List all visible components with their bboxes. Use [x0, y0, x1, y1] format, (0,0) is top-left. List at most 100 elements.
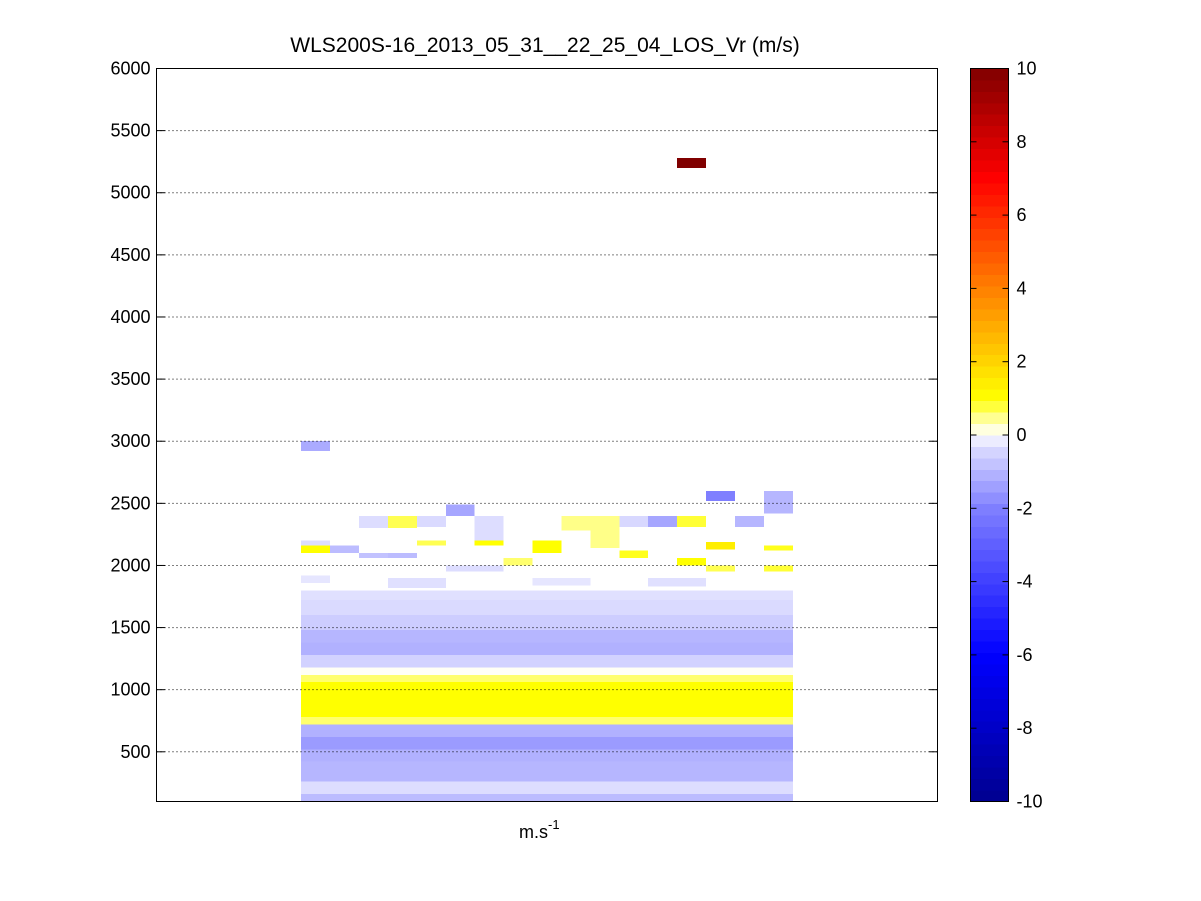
colorbar-band — [970, 400, 1009, 413]
heatmap-cell — [301, 781, 793, 795]
colorbar-band — [970, 446, 1009, 459]
heatmap-cell — [474, 540, 504, 546]
colorbar-band — [970, 309, 1009, 321]
colorbar-band — [970, 698, 1009, 711]
colorbar-band — [970, 515, 1009, 528]
colorbar-band — [970, 194, 1009, 207]
colorbar-band — [970, 538, 1009, 550]
heatmap-cell — [677, 515, 707, 527]
colorbar-band — [970, 320, 1009, 333]
colorbar-band — [970, 732, 1009, 745]
heatmap-cell — [763, 545, 793, 551]
colorbar-band — [970, 435, 1009, 447]
colorbar-band — [970, 114, 1009, 127]
heatmap-cell — [706, 565, 736, 572]
colorbar-band — [970, 286, 1009, 298]
colorbar-tick-label: 8 — [1017, 132, 1027, 152]
colorbar-band — [970, 240, 1009, 253]
heatmap-cell — [677, 157, 707, 168]
heatmap-cell — [301, 540, 331, 546]
colorbar-band — [970, 228, 1009, 241]
colorbar-tick-label: -2 — [1017, 498, 1033, 518]
colorbar-band — [970, 125, 1009, 138]
colorbar-tick-label: -4 — [1017, 572, 1033, 592]
colorbar-band — [970, 91, 1009, 104]
heatmap-cell — [648, 515, 678, 527]
colorbar-tick-label: 6 — [1017, 205, 1027, 225]
y-tick-label: 5500 — [110, 121, 150, 141]
heatmap-cell — [387, 577, 446, 588]
colorbar-band — [970, 503, 1009, 516]
heatmap-cell — [619, 550, 649, 558]
colorbar-tick-label: 10 — [1017, 59, 1037, 79]
colorbar-band — [970, 79, 1009, 92]
colorbar-band — [970, 457, 1009, 470]
colorbar-tick-label: 2 — [1017, 352, 1027, 372]
colorbar-band — [970, 469, 1009, 482]
colorbar-band — [970, 183, 1009, 195]
heatmap-cell — [677, 557, 707, 566]
y-tick-label: 2000 — [110, 555, 150, 575]
colorbar-band — [970, 137, 1009, 150]
colorbar-tick-label: -6 — [1017, 645, 1033, 665]
heatmap-cell — [301, 761, 793, 782]
y-tick-label: 1000 — [110, 680, 150, 700]
heatmap-cell — [358, 553, 388, 558]
heatmap-cell — [301, 717, 793, 725]
y-tick-label: 5000 — [110, 183, 150, 203]
colorbar-band — [970, 572, 1009, 585]
colorbar-band — [970, 686, 1009, 699]
y-tick-label: 1500 — [110, 618, 150, 638]
heatmap-cell — [503, 557, 533, 566]
heatmap-cell — [532, 577, 591, 586]
heatmap-cell — [387, 553, 417, 558]
y-tick-label: 6000 — [110, 59, 150, 79]
colorbar-band — [970, 560, 1009, 573]
colorbar-band — [970, 263, 1009, 276]
colorbar-band — [970, 583, 1009, 596]
colorbar-band — [970, 148, 1009, 161]
heatmap-cell — [763, 565, 793, 572]
heatmap-cell — [445, 565, 504, 572]
colorbar-band — [970, 595, 1009, 608]
colorbar-tick-label: 4 — [1017, 278, 1027, 298]
plot-area — [301, 157, 793, 802]
colorbar-band — [970, 160, 1009, 172]
colorbar-band — [970, 641, 1009, 654]
colorbar-band — [970, 744, 1009, 757]
y-tick-label: 4000 — [110, 307, 150, 327]
colorbar-band — [970, 412, 1009, 424]
colorbar — [970, 68, 1009, 802]
colorbar-band — [970, 664, 1009, 676]
heatmap-cell — [590, 528, 620, 549]
heatmap-cell — [301, 724, 793, 737]
heatmap-cell — [387, 515, 417, 529]
colorbar-band — [970, 68, 1009, 81]
y-tick-label: 3500 — [110, 369, 150, 389]
heatmap-cell — [619, 515, 649, 527]
colorbar-band — [970, 629, 1009, 642]
y-tick-label: 4500 — [110, 245, 150, 265]
colorbar-band — [970, 102, 1009, 115]
heatmap-cell — [301, 441, 331, 452]
heatmap-cell — [301, 702, 793, 718]
colorbar-band — [970, 778, 1009, 791]
colorbar-band — [970, 366, 1009, 379]
x-axis-label-base: m.s — [519, 822, 548, 842]
heatmap-cell — [445, 504, 475, 516]
heatmap-cell — [301, 749, 793, 762]
colorbar-band — [970, 767, 1009, 779]
colorbar-band — [970, 755, 1009, 768]
heatmap-cell — [301, 794, 793, 802]
y-axis-ticks: 500 1000 1500 2000 2500 3000 3500 4000 4500 5000 5… — [110, 59, 938, 762]
heatmap-cell — [706, 490, 736, 501]
colorbar-band — [970, 343, 1009, 356]
heatmap-cell — [301, 654, 793, 668]
x-axis-label-exponent: -1 — [548, 817, 560, 832]
colorbar-band — [970, 480, 1009, 493]
heatmap-cell — [416, 540, 446, 546]
colorbar-band — [970, 721, 1009, 734]
heatmap-cell — [301, 545, 331, 554]
colorbar-band — [970, 492, 1009, 505]
heatmap-cell — [330, 545, 359, 554]
